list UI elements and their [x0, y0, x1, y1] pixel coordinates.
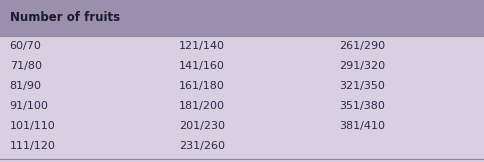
Text: 161/180: 161/180 [179, 81, 225, 91]
Text: 91/100: 91/100 [10, 101, 48, 111]
Text: 111/120: 111/120 [10, 140, 56, 150]
Text: 381/410: 381/410 [339, 121, 385, 131]
Text: 231/260: 231/260 [179, 140, 225, 150]
Text: 101/110: 101/110 [10, 121, 56, 131]
Text: 141/160: 141/160 [179, 61, 225, 71]
Text: 81/90: 81/90 [10, 81, 42, 91]
Text: 121/140: 121/140 [179, 41, 225, 51]
Text: 261/290: 261/290 [339, 41, 385, 51]
Text: 201/230: 201/230 [179, 121, 225, 131]
Text: 181/200: 181/200 [179, 101, 225, 111]
Text: Number of fruits: Number of fruits [10, 11, 120, 24]
Text: 351/380: 351/380 [339, 101, 385, 111]
FancyBboxPatch shape [0, 0, 484, 36]
Text: 71/80: 71/80 [10, 61, 42, 71]
Text: 291/320: 291/320 [339, 61, 385, 71]
Text: 60/70: 60/70 [10, 41, 42, 51]
Text: 321/350: 321/350 [339, 81, 385, 91]
